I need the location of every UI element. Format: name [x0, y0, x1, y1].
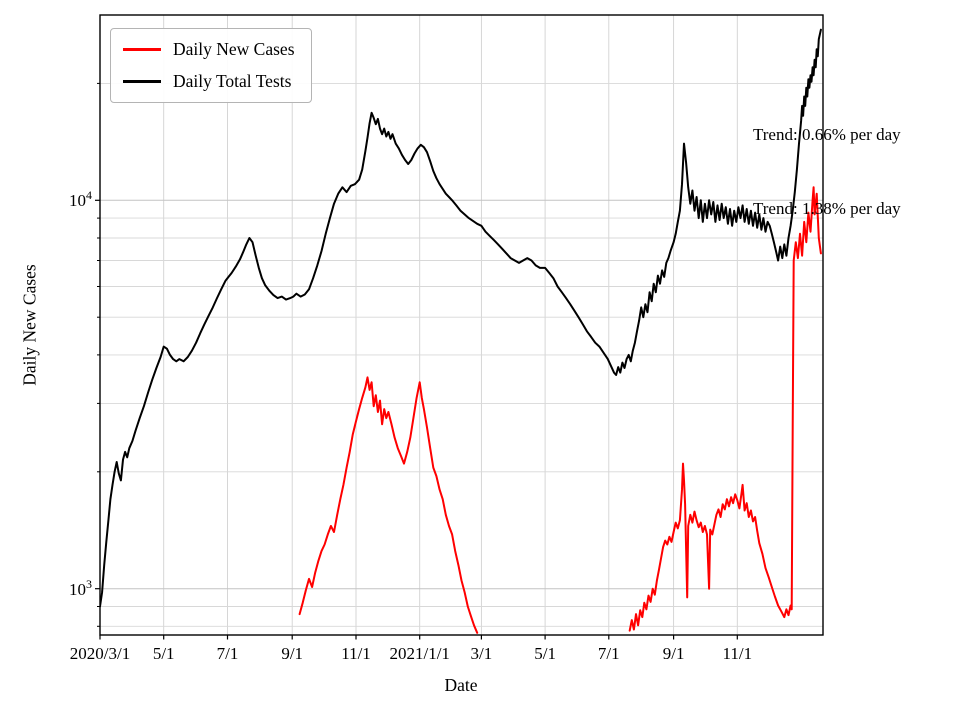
y-axis-label: Daily New Cases — [19, 264, 40, 386]
x-axis-label: Date — [444, 675, 478, 695]
svg-text:11/1: 11/1 — [723, 644, 753, 663]
svg-text:3/1: 3/1 — [471, 644, 493, 663]
svg-text:9/1: 9/1 — [281, 644, 303, 663]
legend-item-daily-total-tests: Daily Total Tests — [123, 71, 295, 92]
legend-item-daily-new-cases: Daily New Cases — [123, 39, 295, 60]
y-tick-label: 103 — [69, 576, 92, 599]
chart-legend: Daily New Cases Daily Total Tests — [110, 28, 312, 103]
svg-text:11/1: 11/1 — [341, 644, 371, 663]
svg-text:5/1: 5/1 — [153, 644, 175, 663]
trend-annotation-cases: Trend: 1.38% per day — [752, 199, 901, 219]
legend-label: Daily New Cases — [173, 39, 295, 59]
svg-text:7/1: 7/1 — [217, 644, 239, 663]
trend-annotation-tests: Trend: 0.66% per day — [752, 125, 901, 145]
red-line-swatch-icon — [123, 48, 161, 51]
svg-text:2021/1/1: 2021/1/1 — [389, 644, 449, 663]
svg-text:7/1: 7/1 — [598, 644, 620, 663]
svg-text:2020/3/1: 2020/3/1 — [70, 644, 130, 663]
y-tick-label: 104 — [69, 188, 92, 211]
black-line-swatch-icon — [123, 80, 161, 83]
legend-label: Daily Total Tests — [173, 71, 292, 91]
svg-text:5/1: 5/1 — [534, 644, 556, 663]
svg-text:9/1: 9/1 — [663, 644, 685, 663]
